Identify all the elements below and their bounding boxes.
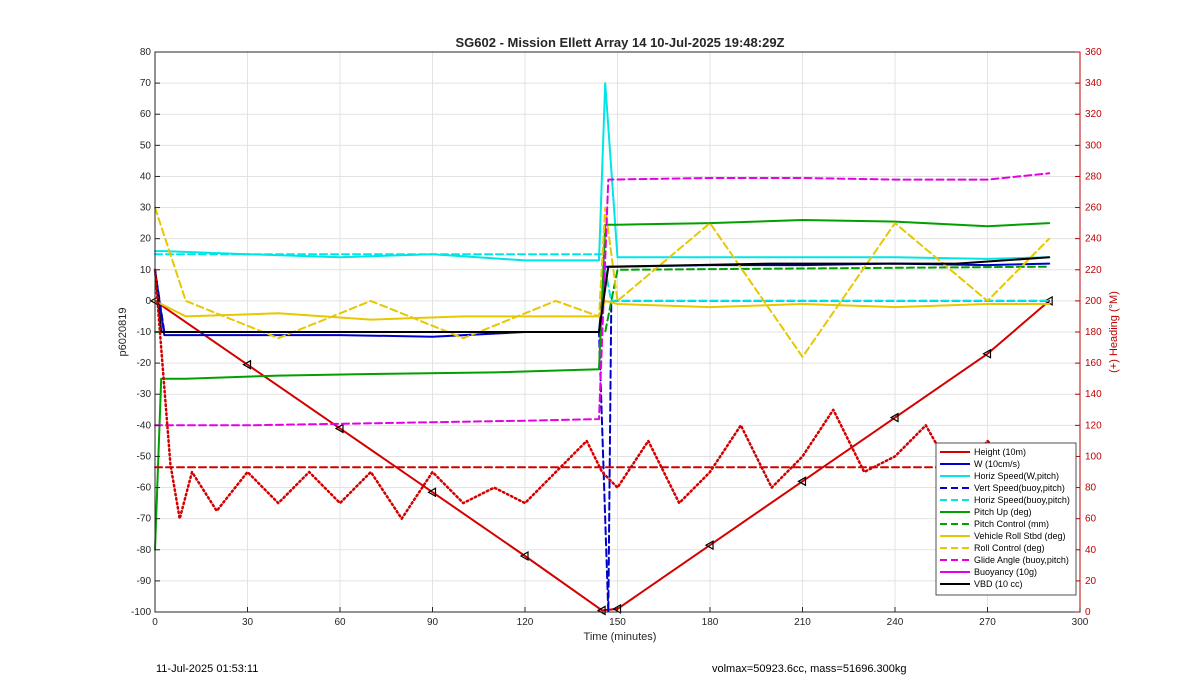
axes: 0 30 60 90 120 150 180 210 240 270 300-100-90-80-7… xyxy=(131,47,1102,628)
x-tick-label: 150 xyxy=(609,617,626,628)
legend-entry: Vehicle Roll Stbd (deg) xyxy=(974,531,1066,541)
legend-entry: Vert Speed(buoy,pitch) xyxy=(974,483,1065,493)
y-tick-label: -40 xyxy=(137,420,152,431)
legend-entry: Height (10m) xyxy=(974,447,1026,457)
footer-timestamp: 11-Jul-2025 01:53:11 xyxy=(156,663,259,675)
y-tick-label: 20 xyxy=(140,234,152,245)
y-right-tick-label: 360 xyxy=(1085,47,1102,58)
y-right-tick-label: 120 xyxy=(1085,420,1102,431)
series-line xyxy=(154,172,1051,427)
series-point xyxy=(1043,295,1053,306)
series-line xyxy=(153,268,1051,520)
legend-entry: Pitch Up (deg) xyxy=(974,507,1032,517)
series-line xyxy=(154,253,1051,302)
y-tick-label: -90 xyxy=(137,576,152,587)
y-right-tick-label: 60 xyxy=(1085,514,1097,525)
series-line xyxy=(154,299,1051,612)
y-right-tick-label: 80 xyxy=(1085,483,1097,494)
series-point xyxy=(704,540,714,551)
legend-entry: Horiz Speed(W,pitch) xyxy=(974,471,1059,481)
series-line xyxy=(154,256,1051,333)
series-point xyxy=(242,359,252,370)
x-tick-label: 300 xyxy=(1072,617,1089,628)
series-point xyxy=(427,487,437,498)
y-tick-label: 80 xyxy=(140,47,152,58)
legend-entry: Glide Angle (buoy,pitch) xyxy=(974,555,1069,565)
y-right-tick-label: 300 xyxy=(1085,140,1102,151)
y-right-tick-label: 160 xyxy=(1085,358,1102,369)
y-tick-label: -100 xyxy=(131,607,151,618)
series-line xyxy=(154,82,1051,262)
y-right-tick-label: 220 xyxy=(1085,265,1102,276)
x-tick-label: 60 xyxy=(334,617,346,628)
y-tick-label: -50 xyxy=(137,451,152,462)
series-point xyxy=(519,550,529,562)
y-tick-label: 0 xyxy=(145,296,151,307)
y-tick-label: -70 xyxy=(137,514,152,525)
legend: Height (10m) W (10cm/s) Horiz Speed(W,pitc… xyxy=(935,442,1077,596)
series-point xyxy=(889,412,899,423)
y-right-tick-label: 140 xyxy=(1085,389,1102,400)
series-point xyxy=(797,476,807,487)
x-tick-label: 30 xyxy=(242,617,254,628)
y-tick-label: -30 xyxy=(137,389,152,400)
y-tick-label: 30 xyxy=(140,203,152,214)
x-tick-label: 120 xyxy=(517,617,534,628)
legend-entry: Buoyancy (10g) xyxy=(974,567,1037,577)
y-right-tick-label: 260 xyxy=(1085,203,1102,214)
y-right-tick-label: 180 xyxy=(1085,327,1102,338)
x-tick-label: 0 xyxy=(152,617,158,628)
x-tick-label: 240 xyxy=(887,617,904,628)
x-tick-label: 180 xyxy=(702,617,719,628)
y-right-tick-label: 280 xyxy=(1085,171,1102,182)
series-line xyxy=(154,219,1051,551)
x-tick-label: 270 xyxy=(979,617,996,628)
y-axis-right-label: (+) Heading (°M) xyxy=(1108,291,1120,373)
y-axis-label: p6020819 xyxy=(117,308,129,357)
y-tick-label: 40 xyxy=(140,171,152,182)
legend-entry: Pitch Control (mm) xyxy=(974,519,1049,529)
chart-title: SG602 - Mission Ellett Array 14 10-Jul-2… xyxy=(455,35,784,50)
y-tick-label: 50 xyxy=(140,140,152,151)
series-point xyxy=(982,348,992,359)
y-tick-label: -10 xyxy=(137,327,152,338)
legend-entry: VBD (10 cc) xyxy=(974,579,1023,589)
y-right-tick-label: 200 xyxy=(1085,296,1102,307)
plot-area xyxy=(149,82,1053,616)
footer-volume-mass: volmax=50923.6cc, mass=51696.300kg xyxy=(712,663,907,675)
y-right-tick-label: 240 xyxy=(1085,234,1102,245)
x-tick-label: 210 xyxy=(794,617,811,628)
y-right-tick-label: 340 xyxy=(1085,78,1102,89)
legend-entry: Roll Control (deg) xyxy=(974,543,1045,553)
legend-box xyxy=(935,442,1077,596)
y-tick-label: 60 xyxy=(140,109,152,120)
x-tick-label: 90 xyxy=(427,617,439,628)
x-axis-label: Time (minutes) xyxy=(584,631,657,643)
legend-entry: Horiz Speed(buoy,pitch) xyxy=(974,495,1070,505)
y-tick-label: -80 xyxy=(137,545,152,556)
y-right-tick-label: 0 xyxy=(1085,607,1091,618)
series-point xyxy=(334,423,344,434)
y-tick-label: -60 xyxy=(137,483,152,494)
y-tick-label: 70 xyxy=(140,78,152,89)
y-tick-label: -20 xyxy=(137,358,152,369)
y-right-tick-label: 100 xyxy=(1085,451,1102,462)
y-right-tick-label: 320 xyxy=(1085,109,1102,120)
y-right-tick-label: 40 xyxy=(1085,545,1097,556)
y-right-tick-label: 20 xyxy=(1085,576,1097,587)
legend-entry: W (10cm/s) xyxy=(974,459,1020,469)
y-tick-label: 10 xyxy=(140,265,152,276)
